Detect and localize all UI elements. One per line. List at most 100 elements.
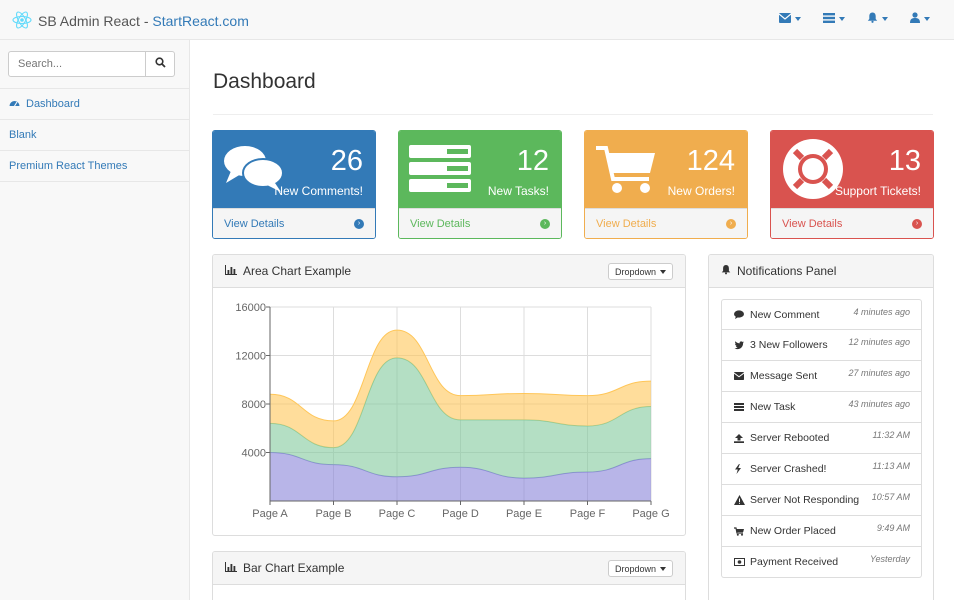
y-tick-label: 4000	[242, 448, 266, 460]
sidebar-menu: Dashboard Blank Premium React Themes	[0, 88, 189, 182]
tasks-dropdown[interactable]	[823, 12, 845, 26]
panel-title: Area Chart Example	[243, 264, 352, 278]
stat-value: 124	[686, 145, 735, 177]
panel-title: Bar Chart Example	[243, 561, 345, 575]
twitter-icon	[734, 340, 746, 350]
x-tick-label: Page D	[442, 508, 479, 520]
arrow-circle-right-icon: ›	[726, 219, 736, 229]
chevron-down-icon	[839, 17, 845, 21]
panel-title: Notifications Panel	[737, 264, 837, 278]
upload-icon	[734, 433, 746, 443]
tasks-icon	[823, 12, 835, 26]
area-chart-panel: Area Chart Example Dropdown 4000 8000 1200…	[212, 254, 686, 536]
area-chart: 4000 8000 12000 16000 Page A Page B Page C Page…	[235, 302, 669, 520]
page-title: Dashboard	[213, 70, 316, 93]
x-tick-label: Page C	[379, 508, 416, 520]
bar-chart-panel: Bar Chart Example Dropdown	[212, 551, 686, 600]
notification-item[interactable]: Server Rebooted 11:32 AM	[721, 423, 922, 454]
notification-item[interactable]: 3 New Followers 12 minutes ago	[721, 330, 922, 361]
comments-icon	[223, 143, 285, 196]
notification-item[interactable]: New Order Placed 9:49 AM	[721, 516, 922, 547]
chevron-down-icon	[924, 17, 930, 21]
view-details-link[interactable]: View Details ›	[399, 208, 561, 238]
stat-label: New Tasks!	[487, 184, 549, 198]
y-tick-label: 12000	[235, 351, 266, 363]
comment-icon	[734, 310, 746, 319]
notification-item[interactable]: Server Crashed! 11:13 AM	[721, 454, 922, 485]
envelope-icon	[778, 12, 792, 26]
notification-item[interactable]: Message Sent 27 minutes ago	[721, 361, 922, 392]
view-details-link[interactable]: View Details ›	[771, 208, 933, 238]
bar-chart-icon	[225, 561, 237, 575]
x-tick-label: Page E	[506, 508, 542, 520]
stat-value: 26	[330, 145, 363, 177]
notifications-list: New Comment 4 minutes ago 3 New Follower…	[721, 299, 922, 578]
cart-icon	[595, 143, 659, 200]
warning-icon	[734, 495, 746, 505]
lifebuoy-icon	[781, 137, 845, 204]
top-navbar: SB Admin React - StartReact.com	[0, 0, 954, 40]
user-dropdown[interactable]	[910, 12, 930, 26]
divider	[213, 114, 933, 115]
area-series-1	[270, 452, 651, 501]
notification-item[interactable]: New Comment 4 minutes ago	[721, 299, 922, 330]
view-details-link[interactable]: View Details ›	[213, 208, 375, 238]
stat-label: New Orders!	[667, 184, 735, 198]
stat-label: Support Tickets!	[834, 184, 921, 198]
x-tick-label: Page G	[632, 508, 669, 520]
bolt-icon	[734, 464, 746, 474]
area-series-3	[270, 330, 651, 448]
chart-dropdown-button[interactable]: Dropdown	[607, 560, 673, 577]
stat-panel-comments: 26 New Comments! View Details ›	[212, 130, 376, 239]
chevron-down-icon	[795, 17, 801, 21]
money-icon	[734, 558, 746, 566]
tasks-icon	[734, 403, 746, 411]
messages-dropdown[interactable]	[778, 12, 801, 26]
area-series-line-3	[269, 329, 652, 422]
x-tick-label: Page B	[315, 508, 351, 520]
search-button[interactable]	[145, 52, 174, 76]
stat-value: 12	[516, 145, 549, 177]
alerts-dropdown[interactable]	[867, 12, 888, 26]
bar-chart-icon	[225, 264, 237, 278]
brand[interactable]: SB Admin React - StartReact.com	[12, 10, 249, 32]
stat-panel-tasks: 12 New Tasks! View Details ›	[398, 130, 562, 239]
brand-name: SB Admin React	[38, 13, 140, 29]
sidebar-item-label: Blank	[9, 129, 37, 141]
view-details-link[interactable]: View Details ›	[585, 208, 747, 238]
notification-item[interactable]: Server Not Responding 10:57 AM	[721, 485, 922, 516]
envelope-icon	[734, 372, 746, 380]
chevron-down-icon	[660, 566, 666, 571]
sidebar-item-blank[interactable]: Blank	[0, 120, 189, 151]
bell-icon	[721, 264, 731, 278]
x-tick-label: Page F	[570, 508, 606, 520]
arrow-circle-right-icon: ›	[540, 219, 550, 229]
arrow-circle-right-icon: ›	[354, 219, 364, 229]
y-tick-label: 16000	[235, 302, 266, 314]
area-series-2	[270, 357, 651, 479]
react-logo-icon	[12, 10, 32, 33]
notifications-panel: Notifications Panel New Comment 4 minute…	[708, 254, 934, 600]
y-tick-label: 8000	[242, 399, 266, 411]
bell-icon	[867, 12, 878, 26]
arrow-circle-right-icon: ›	[912, 219, 922, 229]
sidebar-item-label: Dashboard	[26, 98, 80, 110]
stat-panel-tickets: 13 Support Tickets! View Details ›	[770, 130, 934, 239]
sidebar: Dashboard Blank Premium React Themes	[0, 40, 190, 600]
sidebar-item-dashboard[interactable]: Dashboard	[0, 89, 189, 120]
stat-panel-orders: 124 New Orders! View Details ›	[584, 130, 748, 239]
chevron-down-icon	[882, 17, 888, 21]
search-input[interactable]	[9, 52, 145, 76]
x-tick-label: Page A	[252, 508, 288, 520]
search-icon	[154, 57, 166, 71]
notification-item[interactable]: Payment Received Yesterday	[721, 547, 922, 578]
brand-site-link[interactable]: StartReact.com	[152, 13, 249, 29]
stat-value: 13	[888, 145, 921, 177]
sidebar-item-premium-themes[interactable]: Premium React Themes	[0, 151, 189, 182]
stat-label: New Comments!	[274, 184, 363, 198]
sidebar-item-label: Premium React Themes	[9, 160, 128, 172]
notification-item[interactable]: New Task 43 minutes ago	[721, 392, 922, 423]
dashboard-icon	[9, 98, 20, 110]
chart-dropdown-button[interactable]: Dropdown	[607, 263, 673, 280]
user-icon	[910, 12, 920, 26]
